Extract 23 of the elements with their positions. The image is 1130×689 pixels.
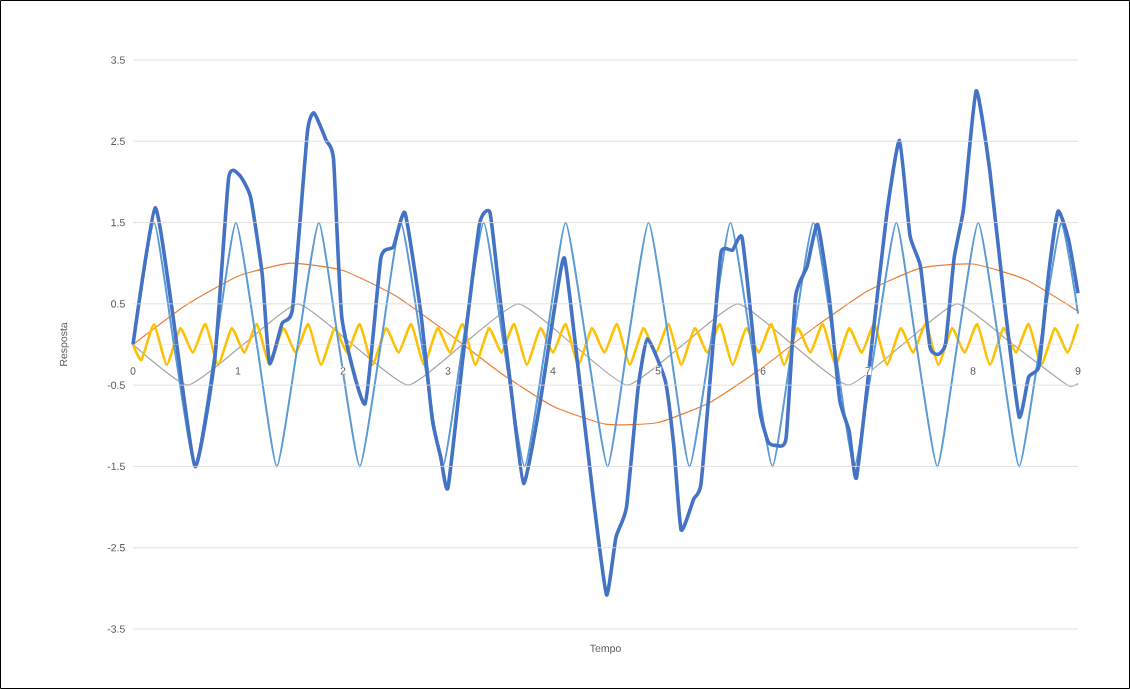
line-series: [132, 262, 1079, 426]
x-tick-label: 5: [655, 367, 661, 375]
y-tick-label: 1.5: [111, 218, 125, 227]
y-tick-label: -2.5: [107, 544, 125, 552]
x-tick-label: 4: [550, 367, 556, 375]
line-series: [131, 89, 1080, 597]
x-tick-label: 7: [865, 367, 871, 375]
x-tick-label: 3: [445, 367, 451, 375]
y-tick-label: -0.5: [107, 381, 125, 389]
x-tick-label: 0: [130, 367, 136, 375]
y-tick-label: 3.5: [111, 56, 125, 64]
y-tick-label: 0.5: [111, 300, 125, 308]
line-series: [132, 303, 1079, 386]
x-tick-label: 6: [760, 367, 766, 375]
y-axis-title: Resposta: [59, 322, 70, 366]
x-tick-label: 2: [340, 367, 346, 375]
y-tick-label: 2.5: [111, 137, 125, 146]
x-tick-label: 9: [1075, 367, 1081, 375]
x-axis-title: Tempo: [589, 644, 621, 655]
y-tick-label: -1.5: [107, 462, 125, 471]
x-tick-label: 1: [235, 367, 241, 375]
x-tick-label: 8: [970, 367, 976, 375]
y-tick-label: -3.5: [107, 625, 125, 633]
